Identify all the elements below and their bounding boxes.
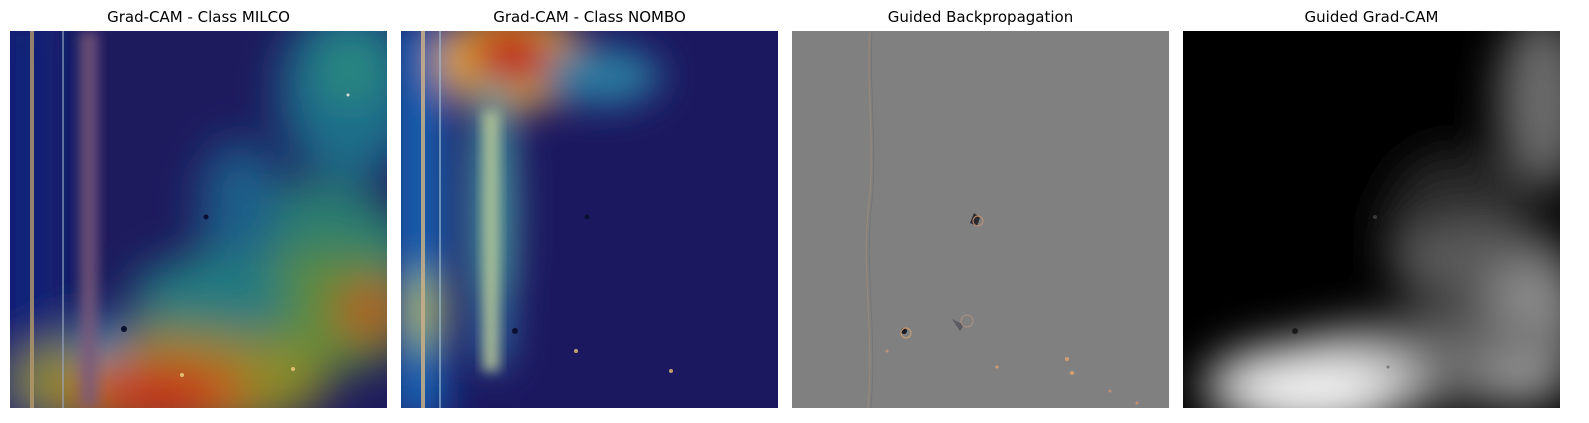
gradcam-nombo-image [401, 31, 778, 408]
panel-title-guided-backprop: Guided Backpropagation [887, 8, 1074, 26]
gradcam-milco-image [10, 31, 387, 408]
panel-title-nombo: Grad-CAM - Class NOMBO [493, 8, 686, 26]
guided-backprop-image [792, 31, 1169, 408]
guided-gradcam-image [1183, 31, 1560, 408]
panel-title-guided-gradcam: Guided Grad-CAM [1304, 8, 1439, 26]
panel-title-milco: Grad-CAM - Class MILCO [107, 8, 290, 26]
